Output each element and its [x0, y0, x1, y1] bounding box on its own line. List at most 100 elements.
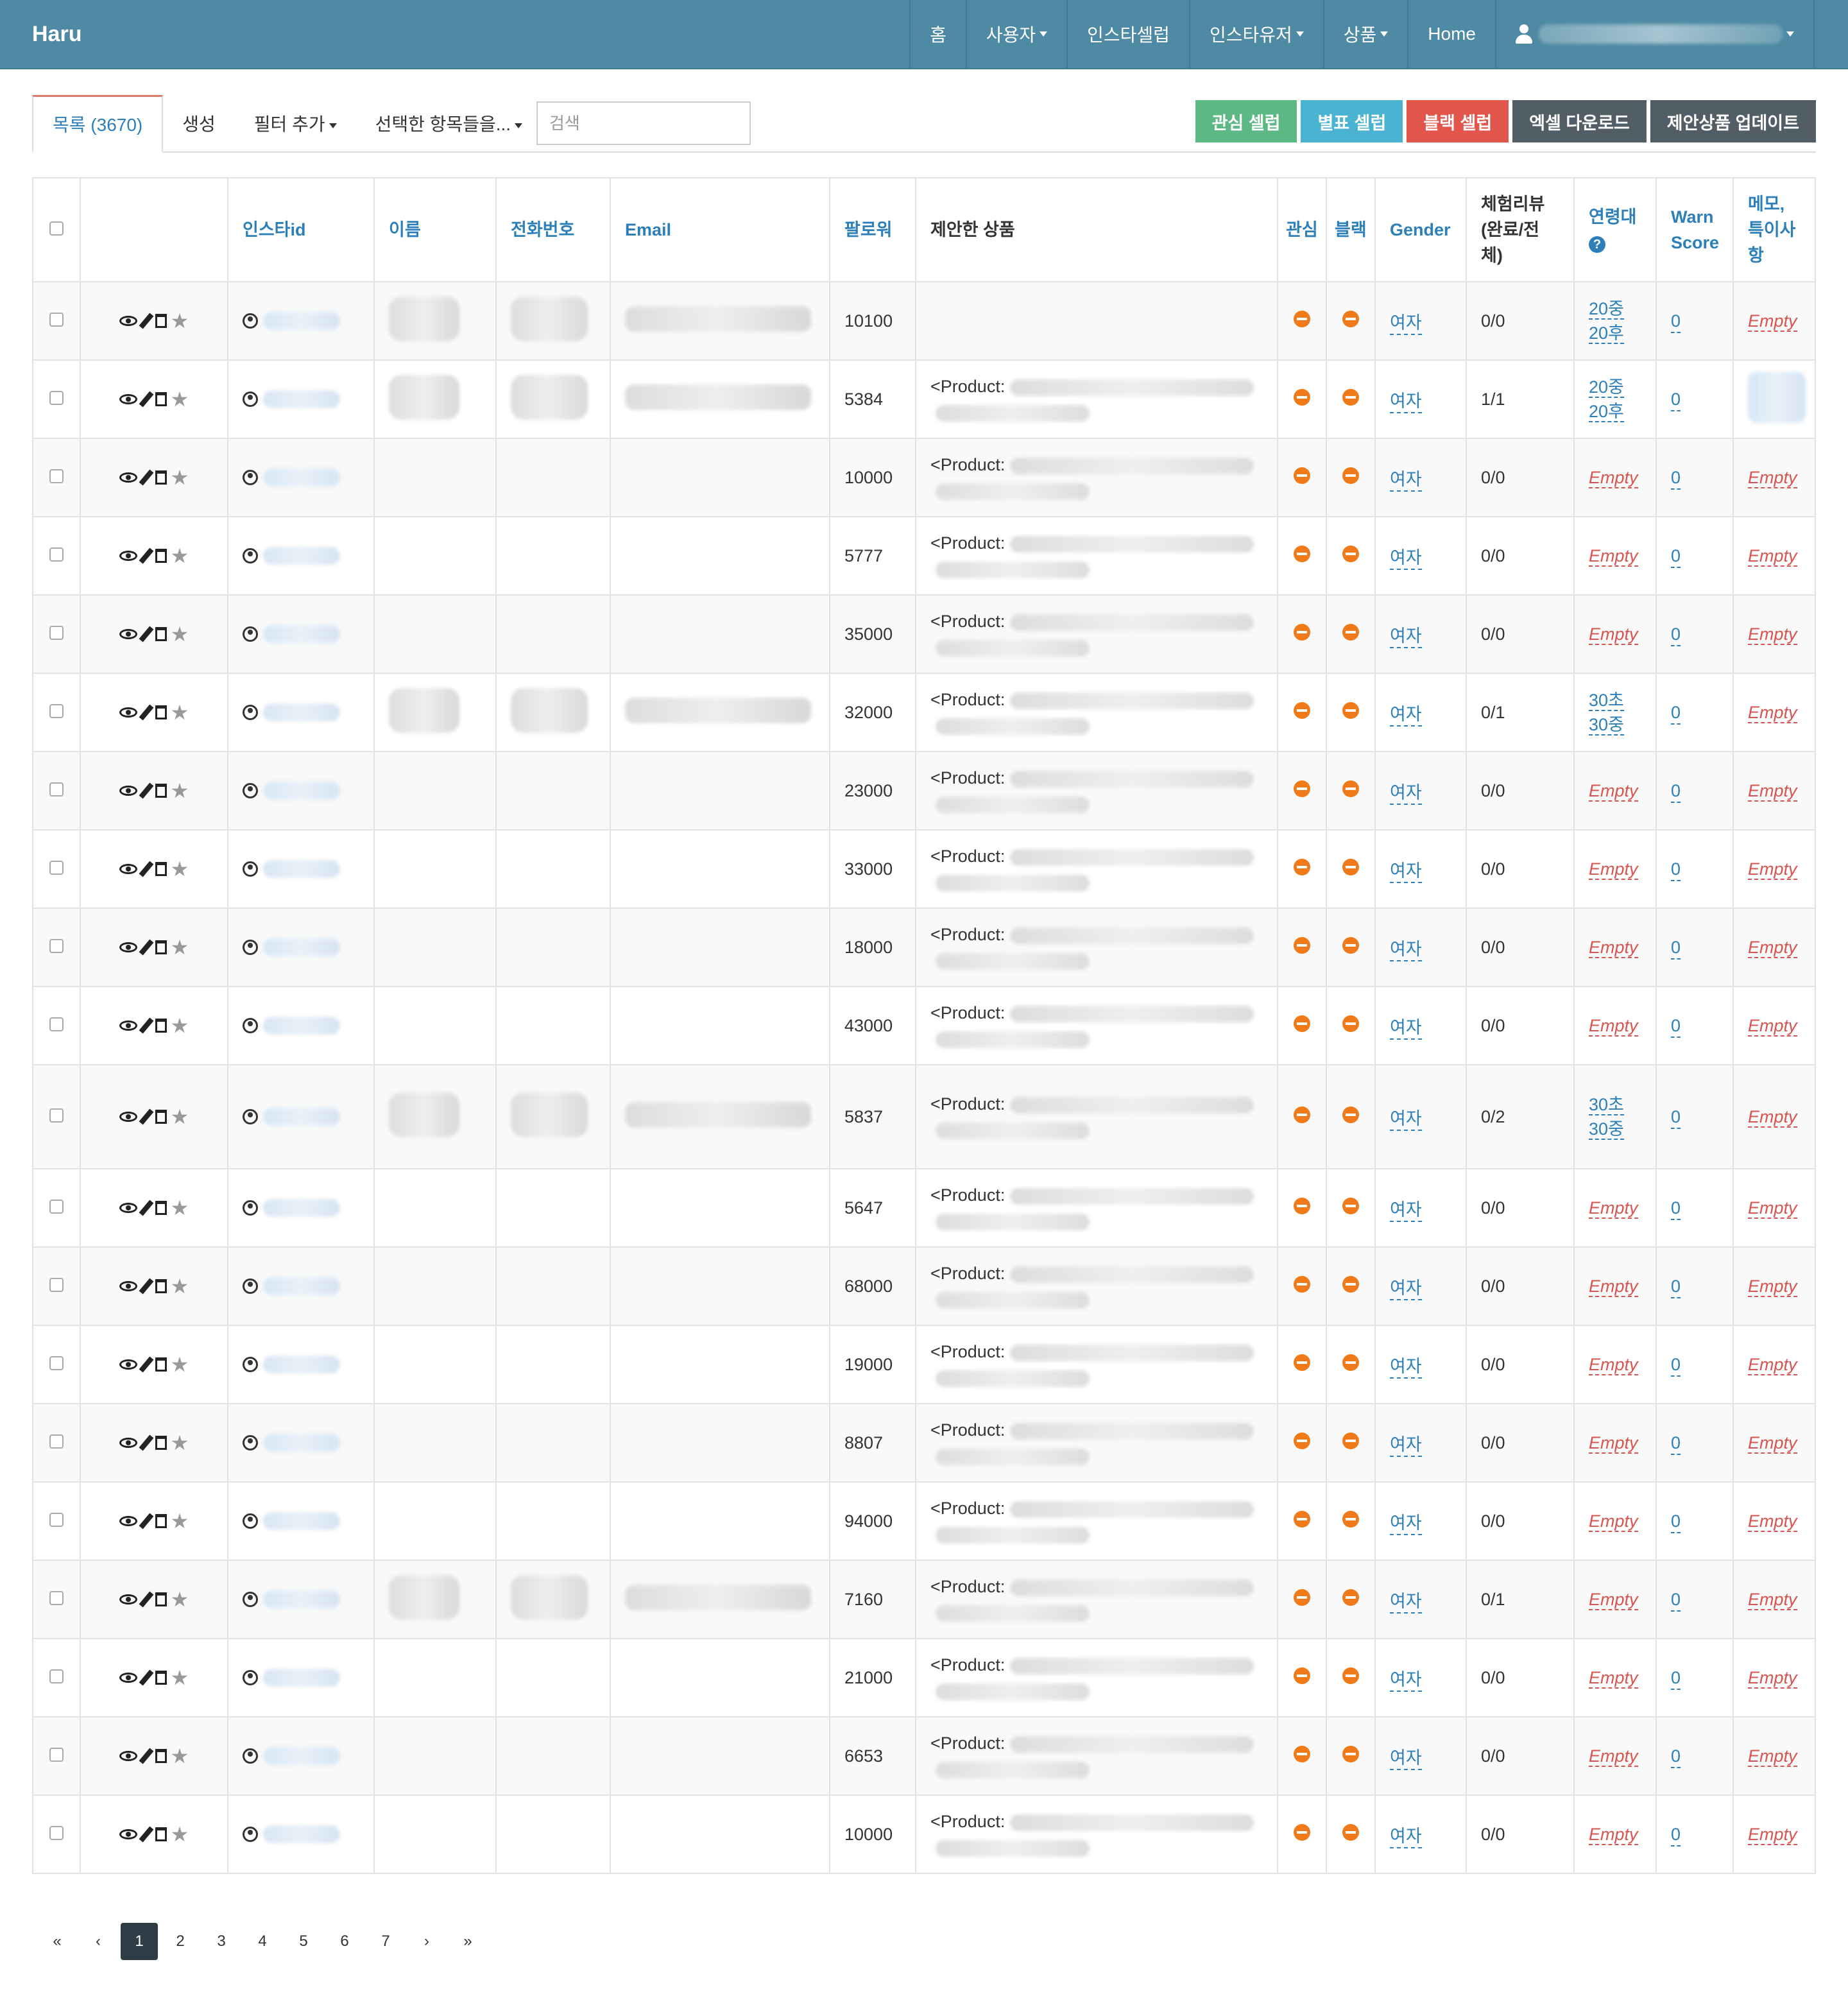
trash-icon[interactable]	[155, 705, 167, 719]
eye-icon[interactable]	[119, 1751, 137, 1761]
memo-empty[interactable]: Empty	[1748, 624, 1797, 645]
pencil-icon[interactable]	[139, 1669, 154, 1686]
row-checkbox[interactable]	[49, 469, 64, 483]
next-page-button[interactable]: ›	[424, 1932, 429, 1950]
eye-icon[interactable]	[119, 1673, 137, 1683]
minus-circle-icon[interactable]	[1342, 310, 1359, 327]
header-black[interactable]: 블랙	[1326, 177, 1376, 282]
eye-icon[interactable]	[119, 316, 137, 326]
trash-icon[interactable]	[155, 549, 167, 563]
row-checkbox[interactable]	[49, 1669, 64, 1683]
gender-value[interactable]: 여자	[1390, 704, 1422, 727]
warn-score-value[interactable]: 0	[1671, 1354, 1681, 1377]
header-followers[interactable]: 팔로워	[829, 177, 916, 282]
header-instaid[interactable]: 인스타id	[227, 177, 375, 282]
redacted-instaid[interactable]	[263, 1017, 340, 1035]
page-button[interactable]: 7	[381, 1932, 390, 1950]
gender-value[interactable]: 여자	[1390, 626, 1422, 648]
trash-icon[interactable]	[155, 1201, 167, 1215]
minus-circle-icon[interactable]	[1342, 936, 1359, 954]
minus-circle-icon[interactable]	[1294, 1275, 1310, 1293]
gender-value[interactable]: 여자	[1390, 1356, 1422, 1379]
minus-circle-icon[interactable]	[1294, 1510, 1310, 1528]
memo-empty[interactable]: Empty	[1748, 1824, 1797, 1845]
gender-value[interactable]: 여자	[1390, 782, 1422, 805]
pencil-icon[interactable]	[139, 626, 154, 642]
minus-circle-icon[interactable]	[1294, 1588, 1310, 1606]
trash-icon[interactable]	[155, 940, 167, 954]
age-empty[interactable]: Empty	[1589, 1433, 1638, 1454]
nav-item[interactable]: 홈	[909, 0, 966, 68]
minus-circle-icon[interactable]	[1342, 1745, 1359, 1762]
redacted-instaid[interactable]	[263, 1199, 340, 1217]
help-icon[interactable]: ?	[1589, 236, 1605, 253]
minus-circle-icon[interactable]	[1294, 1015, 1310, 1032]
eye-icon[interactable]	[119, 1829, 137, 1839]
memo-empty[interactable]: Empty	[1748, 937, 1797, 958]
redacted-instaid[interactable]	[263, 1434, 340, 1452]
tab-bulk-actions[interactable]: 선택한 항목들을...	[356, 96, 542, 153]
redacted-instaid[interactable]	[263, 1825, 340, 1843]
gender-value[interactable]: 여자	[1390, 1017, 1422, 1040]
age-value[interactable]: 30초 30중	[1589, 1092, 1641, 1141]
row-checkbox[interactable]	[49, 1277, 64, 1292]
star-icon[interactable]: ★	[170, 1196, 189, 1219]
memo-empty[interactable]: Empty	[1748, 780, 1797, 802]
nav-item[interactable]: 인스타유저	[1188, 0, 1323, 68]
star-icon[interactable]: ★	[170, 1353, 189, 1376]
gender-value[interactable]: 여자	[1390, 861, 1422, 883]
redacted-instaid[interactable]	[263, 1277, 340, 1295]
memo-empty[interactable]: Empty	[1748, 1015, 1797, 1037]
page-button[interactable]: 1	[121, 1923, 158, 1960]
minus-circle-icon[interactable]	[1342, 1354, 1359, 1371]
header-phone[interactable]: 전화번호	[495, 177, 611, 282]
minus-circle-icon[interactable]	[1294, 545, 1310, 562]
row-checkbox[interactable]	[49, 390, 64, 405]
minus-circle-icon[interactable]	[1294, 701, 1310, 719]
minus-circle-icon[interactable]	[1294, 858, 1310, 875]
eye-icon[interactable]	[119, 1281, 137, 1291]
minus-circle-icon[interactable]	[1342, 780, 1359, 797]
warn-score-value[interactable]: 0	[1671, 546, 1681, 568]
eye-icon[interactable]	[119, 629, 137, 639]
row-checkbox[interactable]	[49, 782, 64, 796]
warn-score-value[interactable]: 0	[1671, 1276, 1681, 1298]
minus-circle-icon[interactable]	[1294, 1197, 1310, 1214]
minus-circle-icon[interactable]	[1342, 1667, 1359, 1684]
minus-circle-icon[interactable]	[1294, 936, 1310, 954]
eye-icon[interactable]	[119, 1594, 137, 1605]
star-icon[interactable]: ★	[170, 388, 189, 411]
minus-circle-icon[interactable]	[1342, 1015, 1359, 1032]
star-icon[interactable]: ★	[170, 1510, 189, 1533]
minus-circle-icon[interactable]	[1342, 467, 1359, 484]
star-icon[interactable]: ★	[170, 1431, 189, 1454]
eye-icon[interactable]	[119, 1359, 137, 1370]
memo-empty[interactable]: Empty	[1748, 702, 1797, 723]
pencil-icon[interactable]	[139, 1108, 154, 1125]
age-empty[interactable]: Empty	[1589, 467, 1638, 488]
memo-empty[interactable]: Empty	[1748, 1198, 1797, 1219]
warn-score-value[interactable]: 0	[1671, 1433, 1681, 1455]
excel-download-button[interactable]: 엑셀 다운로드	[1512, 100, 1647, 142]
trash-icon[interactable]	[155, 1592, 167, 1606]
minus-circle-icon[interactable]	[1294, 1432, 1310, 1449]
user-menu[interactable]	[1495, 0, 1815, 68]
star-celeb-button[interactable]: 별표 셀럽	[1301, 100, 1403, 142]
redacted-instaid[interactable]	[263, 390, 340, 408]
warn-score-value[interactable]: 0	[1671, 389, 1681, 411]
warn-score-value[interactable]: 0	[1671, 1106, 1681, 1129]
row-checkbox[interactable]	[49, 860, 64, 875]
age-value[interactable]: 20중 20후	[1589, 375, 1641, 424]
minus-circle-icon[interactable]	[1342, 1275, 1359, 1293]
age-empty[interactable]: Empty	[1589, 859, 1638, 880]
gender-value[interactable]: 여자	[1390, 1200, 1422, 1222]
minus-circle-icon[interactable]	[1342, 545, 1359, 562]
minus-circle-icon[interactable]	[1342, 1823, 1359, 1841]
update-products-button[interactable]: 제안상품 업데이트	[1650, 100, 1816, 142]
age-empty[interactable]: Empty	[1589, 546, 1638, 567]
star-icon[interactable]: ★	[170, 779, 189, 802]
gender-value[interactable]: 여자	[1390, 939, 1422, 961]
age-empty[interactable]: Empty	[1589, 1746, 1638, 1767]
trash-icon[interactable]	[155, 1749, 167, 1763]
eye-icon[interactable]	[119, 394, 137, 404]
